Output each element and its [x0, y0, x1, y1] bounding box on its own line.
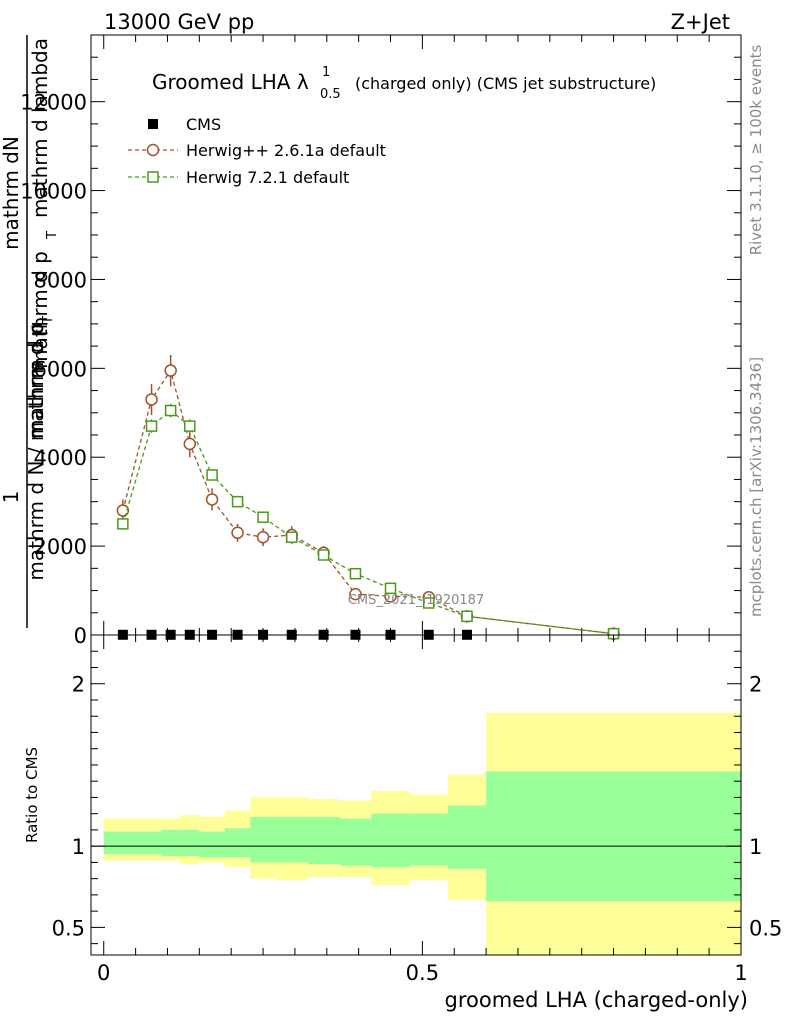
title-superscript: 1 — [322, 65, 330, 80]
uncertainty-band-inner — [250, 816, 276, 863]
uncertainty-band-inner — [141, 831, 162, 855]
legend-cms-marker — [148, 119, 158, 129]
uncertainty-band-inner — [103, 831, 142, 855]
header-left: 13000 GeV pp — [104, 10, 254, 34]
ratio-panel: 0.5 0.51 12 2 0 0.5 1 Ratio to CMS groomed LH… — [23, 634, 782, 1012]
rivet-label: Rivet 3.1.10, ≥ 100k events — [747, 45, 765, 256]
ratio-y-axis: 0.5 0.5 1 1 2 2 — [52, 650, 782, 945]
herwig7-point — [257, 511, 269, 523]
herwig7-point — [117, 518, 129, 530]
herwigpp-point — [349, 587, 362, 601]
uncertainty-band-inner — [339, 818, 372, 866]
ratio-frame — [90, 634, 742, 956]
herwigpp-line — [122, 369, 614, 635]
ratio-y-tick-label: 1 — [72, 835, 85, 859]
uncertainty-band-inner — [199, 831, 225, 858]
header-right: Z+Jet — [671, 10, 730, 34]
uncertainty-band-inner — [307, 816, 340, 865]
herwig7-line — [122, 409, 614, 635]
ylabel-q: mathrm d q — [24, 321, 48, 439]
ratio-y-label: Ratio to CMS — [23, 747, 41, 843]
ratio-x-axis: 0 0.5 1 — [97, 635, 748, 985]
main-y-label: 1 mathrm dN mathrm d p T mathrm d lambda… — [0, 35, 60, 628]
main-panel: 0 2000 4000 6000 8000 10000 12000 Groomed LHA … — [0, 34, 742, 648]
main-y-tick-label: 8000 — [34, 268, 87, 292]
ratio-x-tick-label: 0 — [97, 961, 110, 985]
ylabel-denominator: mathrm d N / mathrm d p — [24, 323, 48, 580]
ratio-x-tick-label: 0.5 — [406, 961, 439, 985]
ylabel-num-rest: mathrm d p — [28, 251, 52, 369]
uncertainty-band-inner — [275, 816, 308, 863]
analysis-watermark: CMS_2021_I1920187 — [348, 593, 484, 608]
ratio-y-tick-label-right: 2 — [749, 673, 762, 697]
ratio-bands — [103, 712, 741, 955]
uncertainty-band-inner — [486, 771, 741, 902]
main-y-tick-label: 2000 — [34, 535, 87, 559]
herwigpp-point — [116, 504, 130, 517]
ratio-y-tick-label: 0.5 — [52, 916, 85, 940]
ylabel-dN: mathrm dN — [0, 136, 23, 250]
legend-herwigpp-marker — [146, 143, 160, 157]
herwigpp-point — [205, 493, 219, 506]
legend-cms-label: CMS — [186, 115, 221, 134]
uncertainty-band-inner — [447, 805, 487, 869]
herwig7-point — [231, 495, 244, 508]
legend-herwigpp-label: Herwig++ 2.6.1a default — [186, 141, 386, 160]
title-suffix: (charged only) (CMS jet substructure) — [355, 74, 656, 93]
main-y-axis: 0 2000 4000 6000 8000 10000 12000 — [20, 34, 741, 648]
herwig7-point — [422, 597, 435, 609]
herwig7-point — [285, 531, 298, 543]
legend-herwig7-label: Herwig 7.2.1 default — [186, 168, 349, 187]
herwig7-point — [384, 582, 397, 595]
main-y-tick-label: 10000 — [20, 180, 87, 204]
title-subscript: 0.5 — [320, 87, 341, 102]
herwig7-point — [349, 567, 362, 580]
x-axis-label: groomed LHA (charged-only) — [445, 988, 748, 1012]
legend: CMS Herwig++ 2.6.1a default Herwig 7.2.1… — [128, 115, 386, 187]
main-y-tick-label: 6000 — [34, 357, 87, 381]
herwigpp-point — [231, 526, 244, 540]
ylabel-num-sub: T — [45, 231, 60, 240]
herwigpp-point — [183, 437, 197, 451]
uncertainty-band-inner — [409, 813, 448, 866]
main-y-tick-label: 4000 — [34, 446, 87, 470]
herwig7-point — [164, 404, 177, 417]
ylabel-one: 1 — [0, 491, 23, 504]
herwig7-point — [145, 420, 158, 432]
herwig7-point — [184, 420, 196, 432]
ylabel-num-tail: mathrm d lambda — [28, 38, 52, 218]
herwigpp-point — [256, 530, 270, 544]
uncertainty-band-inner — [161, 829, 181, 856]
herwigpp-point — [145, 393, 158, 406]
herwig7-point — [317, 549, 330, 561]
main-y-tick-label: 12000 — [20, 91, 87, 115]
chart-title: Groomed LHA λ 1 0.5 (charged only) (CMS … — [152, 65, 656, 102]
ylabel-den-sub: T — [41, 316, 56, 325]
uncertainty-band-inner — [224, 828, 251, 858]
herwig7-point — [206, 469, 218, 481]
mcplots-label: mcplots.cern.ch [arXiv:1306.3436] — [747, 357, 765, 617]
herwigpp-point — [164, 364, 177, 377]
uncertainty-band-inner — [371, 813, 410, 868]
uncertainty-band-inner — [180, 829, 200, 856]
ratio-y-tick-label-right: 1 — [749, 835, 762, 859]
ratio-y-tick-label: 2 — [72, 673, 85, 697]
ratio-y-tick-label-right: 0.5 — [749, 916, 782, 940]
title-main: Groomed LHA λ — [152, 70, 309, 94]
ratio-x-tick-label: 1 — [734, 961, 747, 985]
legend-herwig7-marker — [147, 171, 159, 183]
herwig7-point — [461, 610, 473, 623]
main-y-tick-label: 0 — [74, 624, 87, 648]
